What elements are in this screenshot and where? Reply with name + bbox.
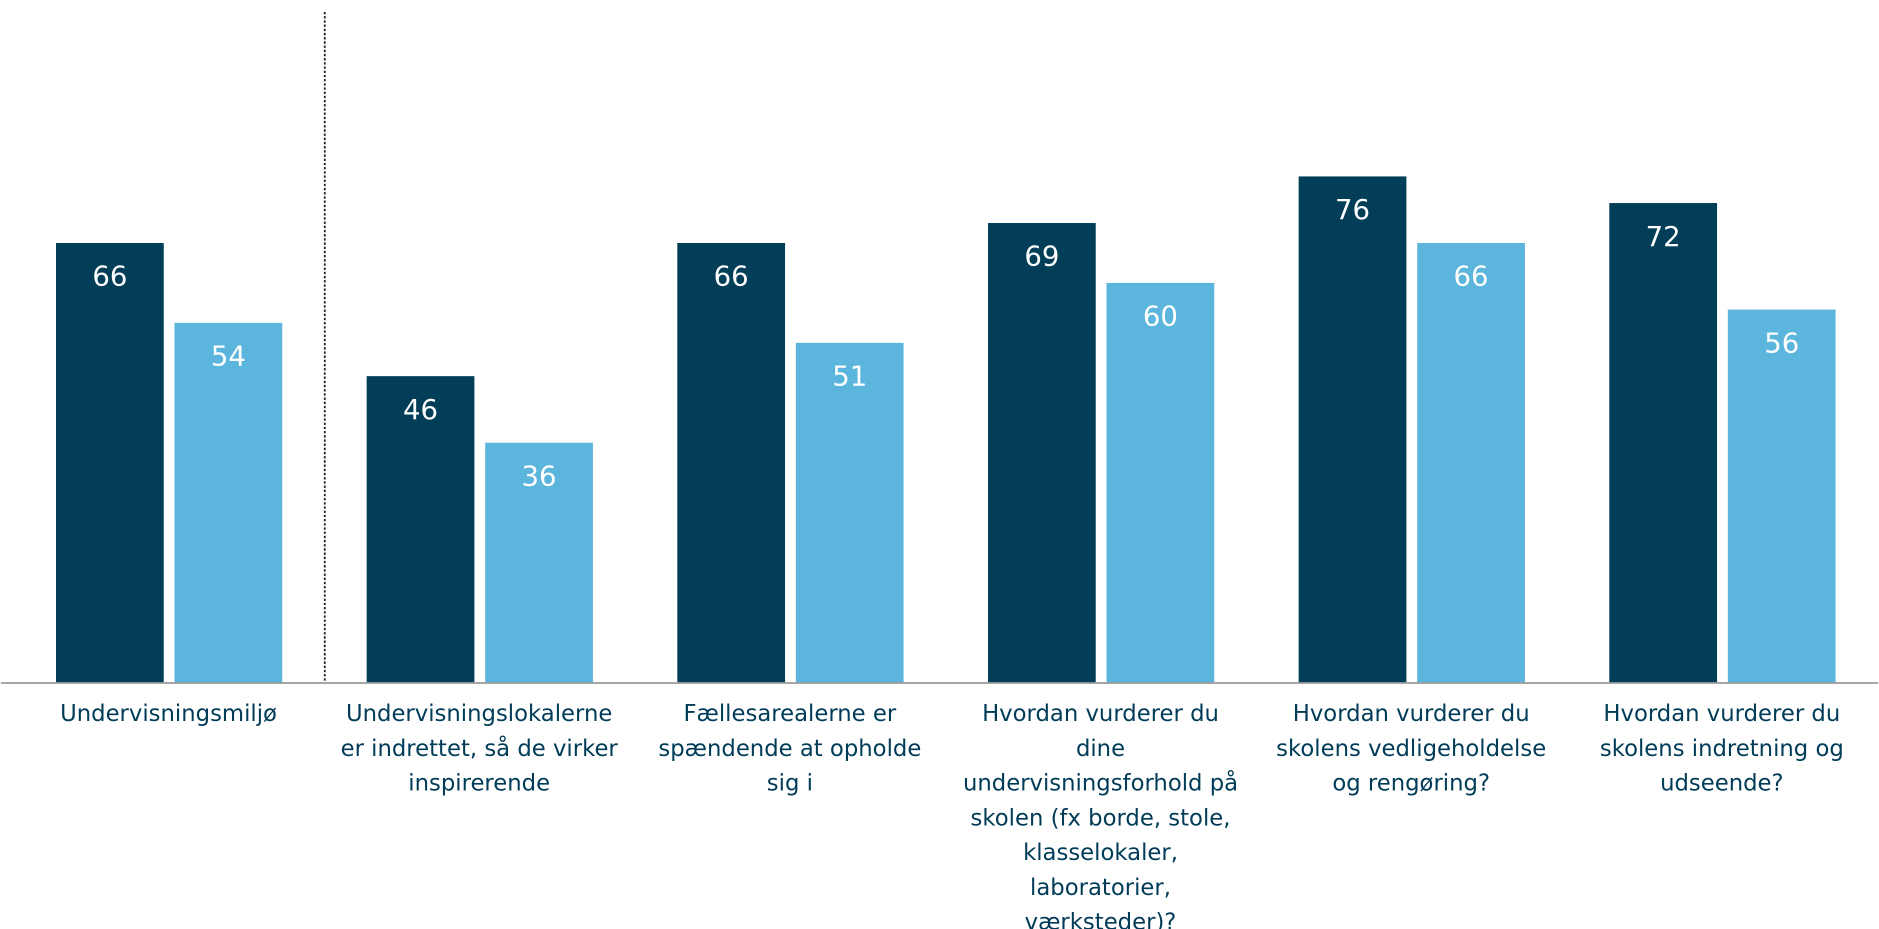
bar: [987, 223, 1096, 683]
x-tick-label: sig i: [767, 771, 813, 797]
x-tick-label: spændende at opholde: [658, 736, 921, 762]
x-tick-label: skolens indretning og: [1600, 736, 1844, 762]
x-tick-label: skolens vedligeholdelse: [1276, 736, 1546, 762]
x-tick-label: dine: [1076, 736, 1125, 762]
data-label: 56: [1764, 327, 1799, 359]
bar: [174, 322, 283, 683]
bar: [1727, 309, 1836, 683]
data-label: 66: [714, 261, 749, 293]
x-tick-label: laboratorier,: [1030, 875, 1171, 901]
data-label: 72: [1646, 221, 1681, 253]
x-tick-label: inspirerende: [408, 771, 550, 797]
x-tick-label: Undervisningslokalerne: [346, 701, 612, 727]
data-label: 76: [1335, 194, 1370, 226]
x-tick-label: værksteder)?: [1025, 910, 1177, 929]
bar: [1298, 176, 1407, 683]
x-tick-label: Hvordan vurderer du: [1293, 701, 1530, 727]
plot: Undervisningsmiljø 66 54 Undervisningslokal…: [55, 176, 1844, 929]
data-label: 66: [1454, 261, 1489, 293]
data-label: 69: [1024, 241, 1059, 273]
data-label: 51: [832, 361, 867, 393]
data-label: 36: [522, 460, 557, 492]
x-tick-label: udseende?: [1660, 771, 1784, 797]
data-label: 60: [1143, 301, 1178, 333]
data-label: 54: [211, 341, 246, 373]
x-tick-label: Hvordan vurderer du: [1603, 701, 1840, 727]
bar: [366, 376, 475, 683]
data-label: 66: [92, 261, 127, 293]
x-tick-label: klasselokaler,: [1023, 840, 1178, 866]
x-tick-label: Hvordan vurderer du: [982, 701, 1219, 727]
x-tick-label: og rengøring?: [1332, 771, 1490, 797]
data-label: 46: [403, 394, 438, 426]
bar: [1106, 282, 1215, 683]
x-tick-label: Undervisningsmiljø: [60, 701, 277, 727]
bar: [677, 242, 786, 683]
bar: [1417, 242, 1525, 683]
bar: [55, 242, 164, 683]
x-tick-label: Fællesarealerne er: [683, 701, 896, 727]
bar: [1609, 203, 1718, 683]
bar: [795, 342, 904, 683]
x-tick-label: er indrettet, så de virker: [341, 734, 619, 762]
x-tick-label: undervisningsforhold på: [963, 769, 1238, 797]
bar: [485, 442, 593, 683]
x-tick-label: skolen (fx borde, stole,: [971, 805, 1231, 831]
